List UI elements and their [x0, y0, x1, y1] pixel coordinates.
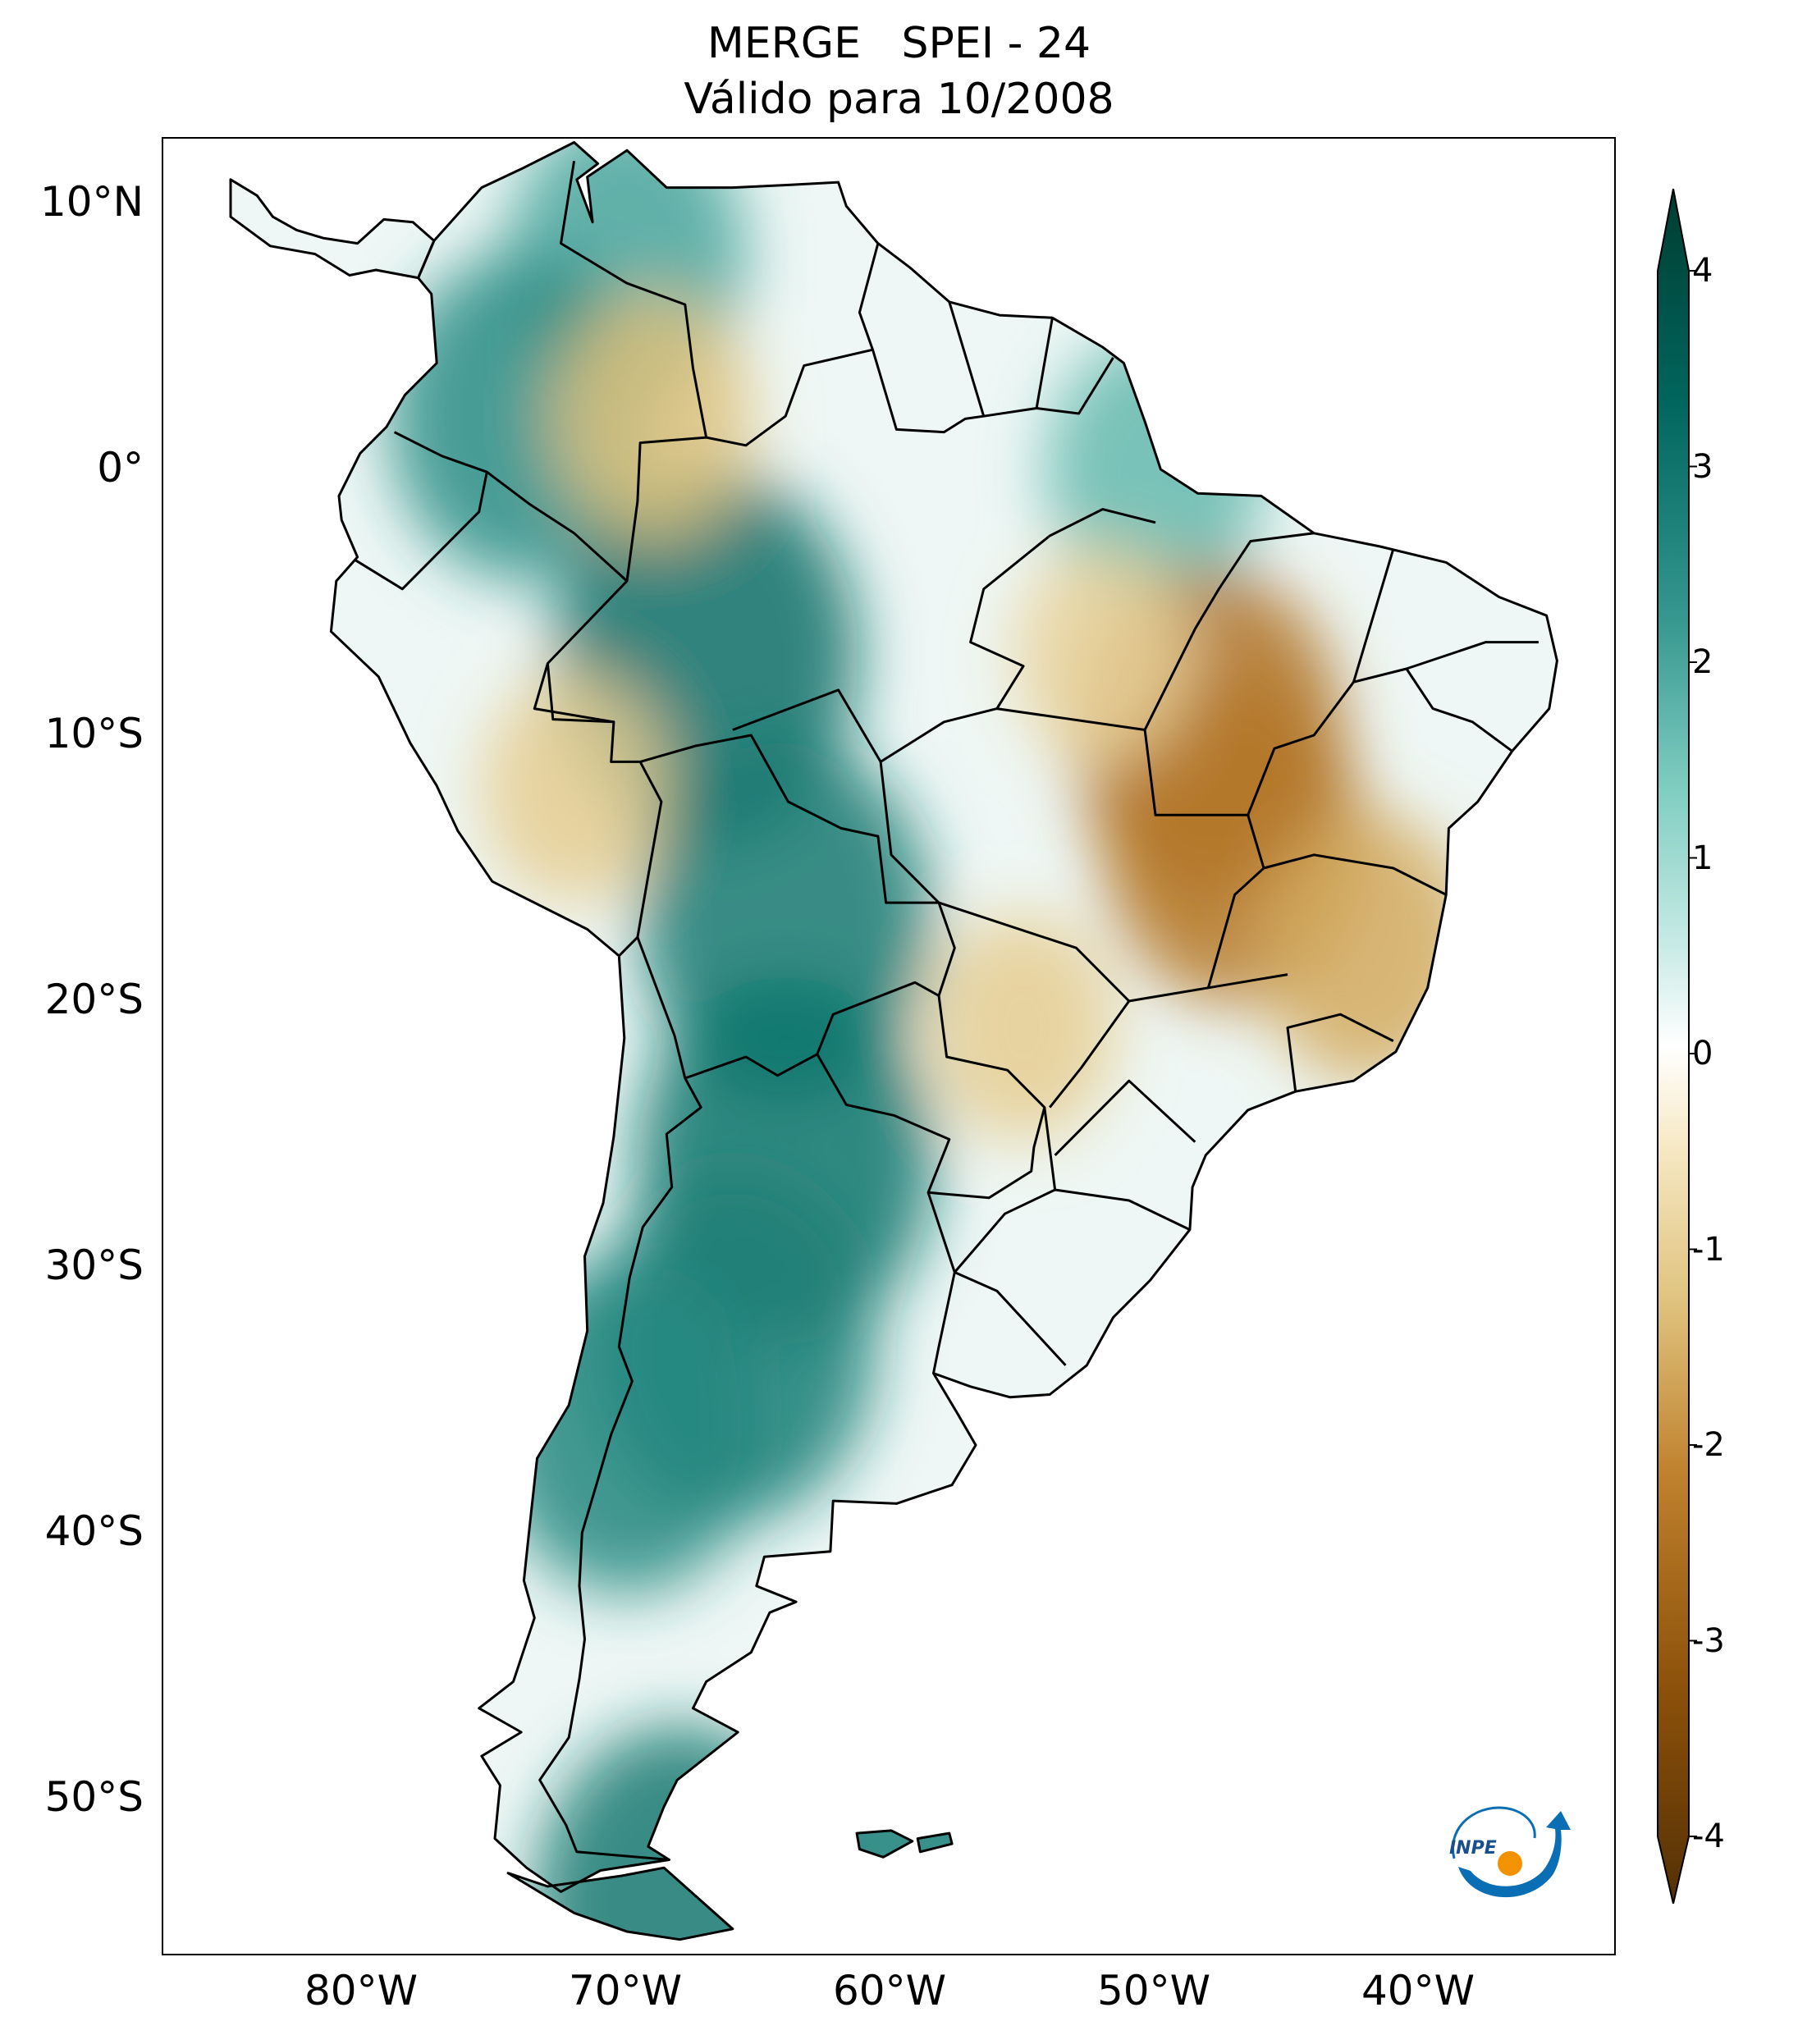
border-18 — [996, 707, 1146, 731]
lon-label-4: 40°W — [1361, 1967, 1475, 2014]
border-4 — [1036, 357, 1114, 415]
coastline — [329, 141, 1558, 1893]
falklands-east-coast — [916, 1831, 954, 1854]
colorbar-label-2: 2 — [1692, 643, 1713, 681]
border-11 — [926, 1191, 956, 1374]
border-21 — [1247, 548, 1395, 816]
border-9 — [538, 1077, 702, 1861]
tierra-del-fuego-coast — [506, 1866, 734, 1941]
falklands-west-coast — [855, 1829, 914, 1859]
border-25 — [1049, 1000, 1131, 1109]
border-0 — [560, 160, 708, 582]
colorbar-label-1: 3 — [1692, 447, 1713, 486]
inpe-logo-text: INPE — [1449, 1838, 1497, 1859]
lat-label-5: 40°S — [44, 1507, 144, 1555]
map-frame[interactable] — [162, 137, 1616, 1955]
lat-label-2: 10°S — [44, 710, 144, 757]
border-7 — [618, 761, 663, 957]
border-24 — [1263, 853, 1447, 896]
logo-arrow-icon — [1458, 1811, 1571, 1898]
border-13 — [954, 1107, 1057, 1273]
lon-label-0: 80°W — [304, 1967, 419, 2014]
border-20 — [1143, 729, 1265, 989]
border-23 — [1405, 668, 1513, 752]
border-8 — [636, 734, 956, 1080]
logo-sun-icon — [1498, 1851, 1522, 1876]
wet-anomaly-9 — [775, 1667, 1060, 1940]
colorbar-ticks — [1689, 270, 1697, 1837]
colorbar-label-7: -3 — [1692, 1621, 1725, 1660]
colorbar-body — [1657, 189, 1690, 1904]
colorbar-label-8: -4 — [1692, 1818, 1725, 1855]
colorbar — [1657, 189, 1697, 1904]
dry-anomaly-14 — [930, 912, 1117, 1143]
border-12 — [954, 1271, 1067, 1366]
map-canvas[interactable] — [163, 139, 1616, 1955]
border-1 — [706, 243, 880, 447]
map-title-line1: MERGE SPEI - 24 — [707, 19, 1091, 68]
country-boundaries — [229, 141, 1558, 1941]
border-27 — [1055, 1188, 1191, 1231]
border-15 — [732, 508, 1156, 763]
dry-anomaly-13 — [481, 673, 667, 904]
dry-anomaly-12 — [553, 292, 753, 540]
inpe-logo — [1452, 1806, 1571, 1898]
logo-orbit-icon — [1452, 1806, 1536, 1859]
lon-label-1: 70°W — [568, 1967, 683, 2014]
border-10 — [816, 995, 1046, 1200]
lat-label-6: 50°S — [44, 1773, 144, 1821]
border-6 — [486, 471, 641, 763]
border-19 — [1143, 532, 1315, 731]
border-2 — [872, 301, 986, 434]
border-14 — [533, 663, 615, 724]
colorbar-label-0: 4 — [1692, 252, 1713, 290]
lon-label-2: 60°W — [832, 1967, 947, 2014]
lat-label-1: 0° — [97, 444, 144, 492]
central-america-coast — [229, 178, 436, 280]
border-26 — [1054, 1079, 1196, 1156]
lat-label-4: 30°S — [44, 1241, 144, 1289]
border-16 — [879, 761, 940, 904]
lat-label-3: 20°S — [44, 976, 144, 1023]
lat-label-0: 10°N — [39, 178, 144, 226]
land-fill — [231, 142, 1558, 1940]
border-28 — [1286, 1013, 1394, 1092]
colorbar-label-4: 0 — [1692, 1035, 1713, 1072]
wet-anomaly-6 — [491, 1258, 763, 1595]
map-title-line2: Válido para 10/2008 — [684, 75, 1114, 124]
dry-anomaly-16 — [1013, 544, 1193, 767]
colorbar-label-5: -1 — [1692, 1230, 1725, 1269]
colorbar-label-6: -2 — [1692, 1426, 1725, 1464]
colorbar-label-3: 1 — [1692, 839, 1713, 877]
lon-label-3: 50°W — [1096, 1967, 1211, 2014]
border-22 — [1353, 641, 1539, 684]
border-5 — [354, 431, 488, 591]
